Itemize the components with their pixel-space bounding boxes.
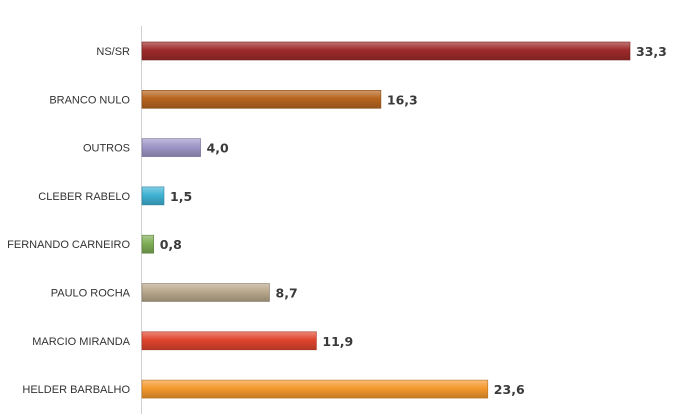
bar-cleber-rabelo [141, 186, 165, 206]
value-labels-group: 33,3 16,3 4,0 1,5 0,8 8,7 11,9 23,6 [160, 44, 667, 397]
category-label: OUTROS [83, 143, 130, 155]
value-label: 0,8 [160, 237, 182, 252]
value-label: 11,9 [322, 334, 353, 349]
bar-marcio-miranda [141, 331, 317, 351]
value-label: 33,3 [636, 44, 667, 59]
value-label: 1,5 [170, 189, 192, 204]
category-label: PAULO ROCHA [51, 288, 131, 300]
category-labels-group: NS/SR BRANCO NULO OUTROS CLEBER RABELO FERNA… [7, 46, 131, 396]
value-label: 16,3 [387, 92, 418, 107]
value-label: 23,6 [494, 382, 525, 397]
bars-group [141, 41, 631, 399]
category-label: BRANCO NULO [49, 94, 130, 106]
bar-helder-barbalho [141, 379, 489, 399]
bar-branco-nulo [141, 90, 382, 109]
bar-fernando-carneiro [141, 234, 154, 254]
bar-outros [141, 138, 201, 157]
category-label: NS/SR [96, 46, 130, 58]
value-label: 8,7 [276, 286, 298, 301]
category-label: MARCIO MIRANDA [32, 336, 130, 348]
bar-ns-sr [141, 41, 631, 61]
category-label: HELDER BARBALHO [22, 384, 130, 396]
category-label: FERNANDO CARNEIRO [7, 239, 130, 251]
category-label: CLEBER RABELO [38, 191, 130, 203]
bar-paulo-rocha [141, 283, 270, 302]
value-label: 4,0 [207, 141, 229, 156]
